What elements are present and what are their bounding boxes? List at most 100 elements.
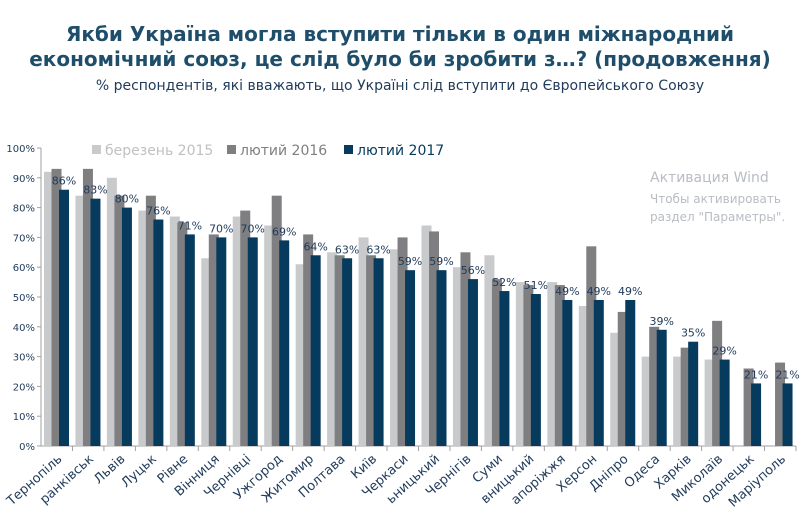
data-label: 71% (178, 219, 202, 232)
bar-1 (397, 237, 408, 446)
bar-2 (90, 198, 101, 446)
y-tick-label: 10% (13, 412, 35, 423)
bar-0 (106, 177, 117, 447)
bar-0 (138, 210, 149, 446)
bar-1 (743, 368, 754, 446)
bar-2 (530, 294, 541, 446)
bar-1 (460, 252, 471, 446)
data-label: 76% (146, 205, 170, 218)
bar-0 (232, 216, 243, 446)
data-label: 70% (209, 222, 233, 235)
legend-swatch (92, 145, 101, 154)
data-label: 49% (555, 285, 579, 298)
bar-2 (436, 270, 447, 446)
bar-2 (782, 383, 793, 446)
bar-2 (562, 299, 573, 446)
bar-0 (578, 305, 589, 446)
data-label: 63% (335, 243, 359, 256)
chart-subtitle: % респондентів, які вважають, що Україні… (95, 78, 705, 94)
legend-label: лютий 2016 (240, 143, 327, 159)
bar-0 (390, 249, 401, 446)
bar-2 (625, 299, 636, 446)
watermark-line2: Чтобы активировать (650, 192, 781, 206)
bar-2 (247, 237, 258, 446)
y-tick-label: 30% (13, 353, 35, 364)
y-tick-label: 0% (19, 442, 35, 453)
bar-1 (240, 210, 251, 446)
data-label: 83% (83, 184, 107, 197)
bar-2 (59, 189, 69, 446)
bar-0 (295, 264, 306, 446)
bar-1 (51, 168, 62, 447)
data-label: 69% (272, 225, 296, 238)
bar-2 (467, 279, 478, 446)
chart-title-line2: економічний союз, це слід було би зробит… (29, 47, 771, 71)
legend-label: березень 2015 (105, 143, 213, 159)
data-label: 49% (618, 285, 642, 298)
y-tick-label: 100% (6, 144, 35, 155)
bar-1 (271, 195, 282, 446)
data-label: 21% (775, 368, 799, 381)
bar-2 (279, 240, 290, 446)
data-label: 80% (115, 193, 139, 206)
bar-2 (216, 237, 227, 446)
bar-0 (515, 282, 526, 446)
bar-1 (775, 362, 786, 446)
bar-0 (358, 237, 369, 446)
bar-1 (523, 285, 534, 446)
y-tick-label: 60% (13, 263, 35, 274)
bar-1 (491, 279, 502, 446)
bar-0 (327, 252, 338, 446)
data-label: 70% (241, 222, 265, 235)
chart-title-line1: Якби Україна могла вступити тільки в оди… (65, 22, 735, 46)
data-label: 56% (461, 264, 485, 277)
bar-0 (421, 225, 432, 446)
bar-0 (641, 356, 652, 446)
data-label: 51% (524, 279, 548, 292)
bar-0 (75, 195, 86, 446)
x-tick-label: Луцьк (119, 452, 160, 491)
y-tick-label: 20% (13, 382, 35, 393)
bar-2 (310, 255, 321, 446)
bar-2 (121, 207, 132, 446)
bar-0 (264, 225, 275, 446)
data-label: 86% (52, 175, 76, 188)
data-label: 59% (429, 255, 453, 268)
bar-1 (366, 255, 377, 446)
bar-1 (554, 285, 565, 446)
data-label: 63% (366, 243, 390, 256)
bar-1 (712, 320, 723, 446)
bar-1 (303, 234, 314, 446)
bar-2 (656, 329, 667, 446)
bar-1 (145, 195, 156, 446)
bar-2 (751, 383, 762, 446)
bar-2 (373, 258, 384, 446)
bar-2 (153, 219, 164, 446)
data-label: 59% (398, 255, 422, 268)
y-tick-label: 40% (13, 323, 35, 334)
bar-2 (688, 341, 699, 446)
bar-1 (208, 234, 219, 446)
bar-2 (405, 270, 416, 446)
bar-0 (169, 216, 180, 446)
data-label: 35% (681, 327, 705, 340)
bar-1 (586, 246, 597, 446)
data-label: 39% (649, 315, 673, 328)
bar-0 (452, 267, 463, 446)
bar-0 (484, 255, 495, 446)
bar-1 (82, 168, 93, 447)
y-tick-label: 50% (13, 293, 35, 304)
legend-swatch (344, 145, 353, 154)
bar-1 (177, 222, 188, 446)
bar-0 (547, 282, 558, 446)
bar-0 (704, 359, 715, 446)
bar-1 (649, 326, 660, 446)
data-label: 52% (492, 276, 516, 289)
bar-1 (617, 311, 628, 446)
legend-swatch (227, 145, 236, 154)
bar-2 (719, 359, 730, 446)
bar-2 (184, 234, 195, 446)
data-label: 29% (712, 345, 736, 358)
